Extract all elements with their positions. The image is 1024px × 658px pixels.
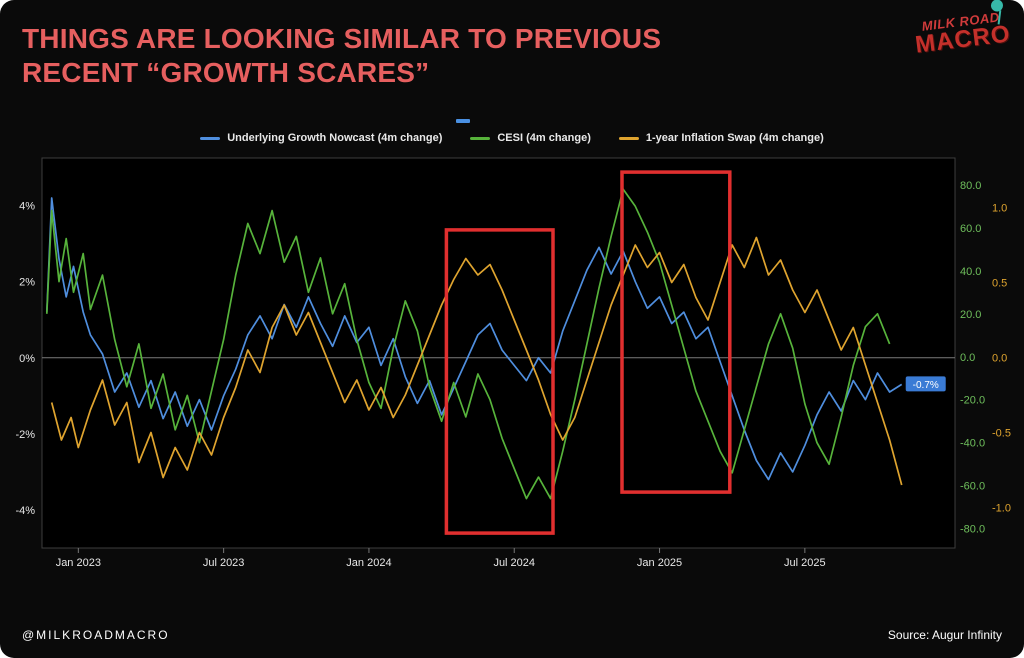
chart-plot: 4% 2% 0% -2% -4% 80.0 60.0 40.0 20.0 0.0 -20.0 -40.… xyxy=(15,157,1011,569)
series-line-0 xyxy=(45,197,903,481)
right-axis-green-tick: 80.0 xyxy=(960,180,981,192)
x-axis-tick: Jul 2025 xyxy=(784,557,826,569)
right-axis-green-tick: 0.0 xyxy=(960,352,975,364)
right-axis-green-tick: 20.0 xyxy=(960,309,981,321)
x-axis-tick: Jan 2024 xyxy=(346,557,391,569)
right-axis-green-tick: -60.0 xyxy=(960,481,985,493)
legend-item-growth-nowcast[interactable]: Underlying Growth Nowcast (4m change) xyxy=(200,132,442,144)
left-axis-tick: 2% xyxy=(19,277,35,289)
left-axis-tick: -2% xyxy=(15,429,35,441)
x-axis-tick: Jan 2025 xyxy=(637,557,682,569)
chart-legend: Underlying Growth Nowcast (4m change) CE… xyxy=(0,132,1024,144)
social-handle: @MILKROADMACRO xyxy=(22,628,170,642)
right-axis-orange-tick: 0.5 xyxy=(992,278,1007,290)
legend-swatch-orange xyxy=(618,136,639,140)
source-credit: Source: Augur Infinity xyxy=(887,628,1002,642)
chart-menu-dash xyxy=(456,119,470,123)
legend-item-inflation-swap[interactable]: 1-year Inflation Swap (4m change) xyxy=(618,132,824,144)
footer: @MILKROADMACRO Source: Augur Infinity xyxy=(0,612,1024,658)
plot-area xyxy=(41,157,956,549)
end-value-badge xyxy=(905,376,946,392)
left-axis-tick: -4% xyxy=(15,505,35,517)
right-axis-green-tick: -80.0 xyxy=(960,524,985,536)
legend-label-cesi: CESI (4m change) xyxy=(497,132,591,144)
milk-road-macro-logo: MILK ROAD MACRO xyxy=(912,0,1012,59)
legend-label-inflation-swap: 1-year Inflation Swap (4m change) xyxy=(645,132,824,144)
right-axis-green-tick: 40.0 xyxy=(960,266,981,278)
highlight-box-2 xyxy=(620,170,732,494)
legend-label-growth-nowcast: Underlying Growth Nowcast (4m change) xyxy=(227,132,443,144)
page-title: THINGS ARE LOOKING SIMILAR TO PREVIOUS R… xyxy=(22,22,661,90)
x-axis-tick: Jan 2023 xyxy=(56,557,101,569)
series-line-2 xyxy=(50,236,903,486)
highlight-box-1 xyxy=(444,228,555,535)
title-line-2: RECENT “GROWTH SCARES” xyxy=(22,57,430,88)
right-axis-orange-tick: 1.0 xyxy=(992,203,1007,215)
title-line-1: THINGS ARE LOOKING SIMILAR TO PREVIOUS xyxy=(22,23,662,54)
right-axis-orange-tick: -1.0 xyxy=(992,503,1011,515)
x-axis-tick: Jul 2024 xyxy=(493,557,535,569)
left-axis-tick: 0% xyxy=(19,353,35,365)
right-axis-orange-tick: 0.0 xyxy=(992,353,1007,365)
legend-item-cesi[interactable]: CESI (4m change) xyxy=(470,132,591,144)
right-axis-orange-tick: -0.5 xyxy=(992,428,1011,440)
right-axis-green-tick: -20.0 xyxy=(960,395,985,407)
end-value-label: -0.7% xyxy=(913,380,939,391)
legend-swatch-green xyxy=(470,136,491,140)
series-line-1 xyxy=(45,188,891,500)
x-axis-tick: Jul 2023 xyxy=(203,557,245,569)
right-axis-green-tick: 60.0 xyxy=(960,223,981,235)
left-axis-tick: 4% xyxy=(19,201,35,213)
legend-swatch-blue xyxy=(200,136,221,140)
right-axis-green-tick: -40.0 xyxy=(960,438,985,450)
